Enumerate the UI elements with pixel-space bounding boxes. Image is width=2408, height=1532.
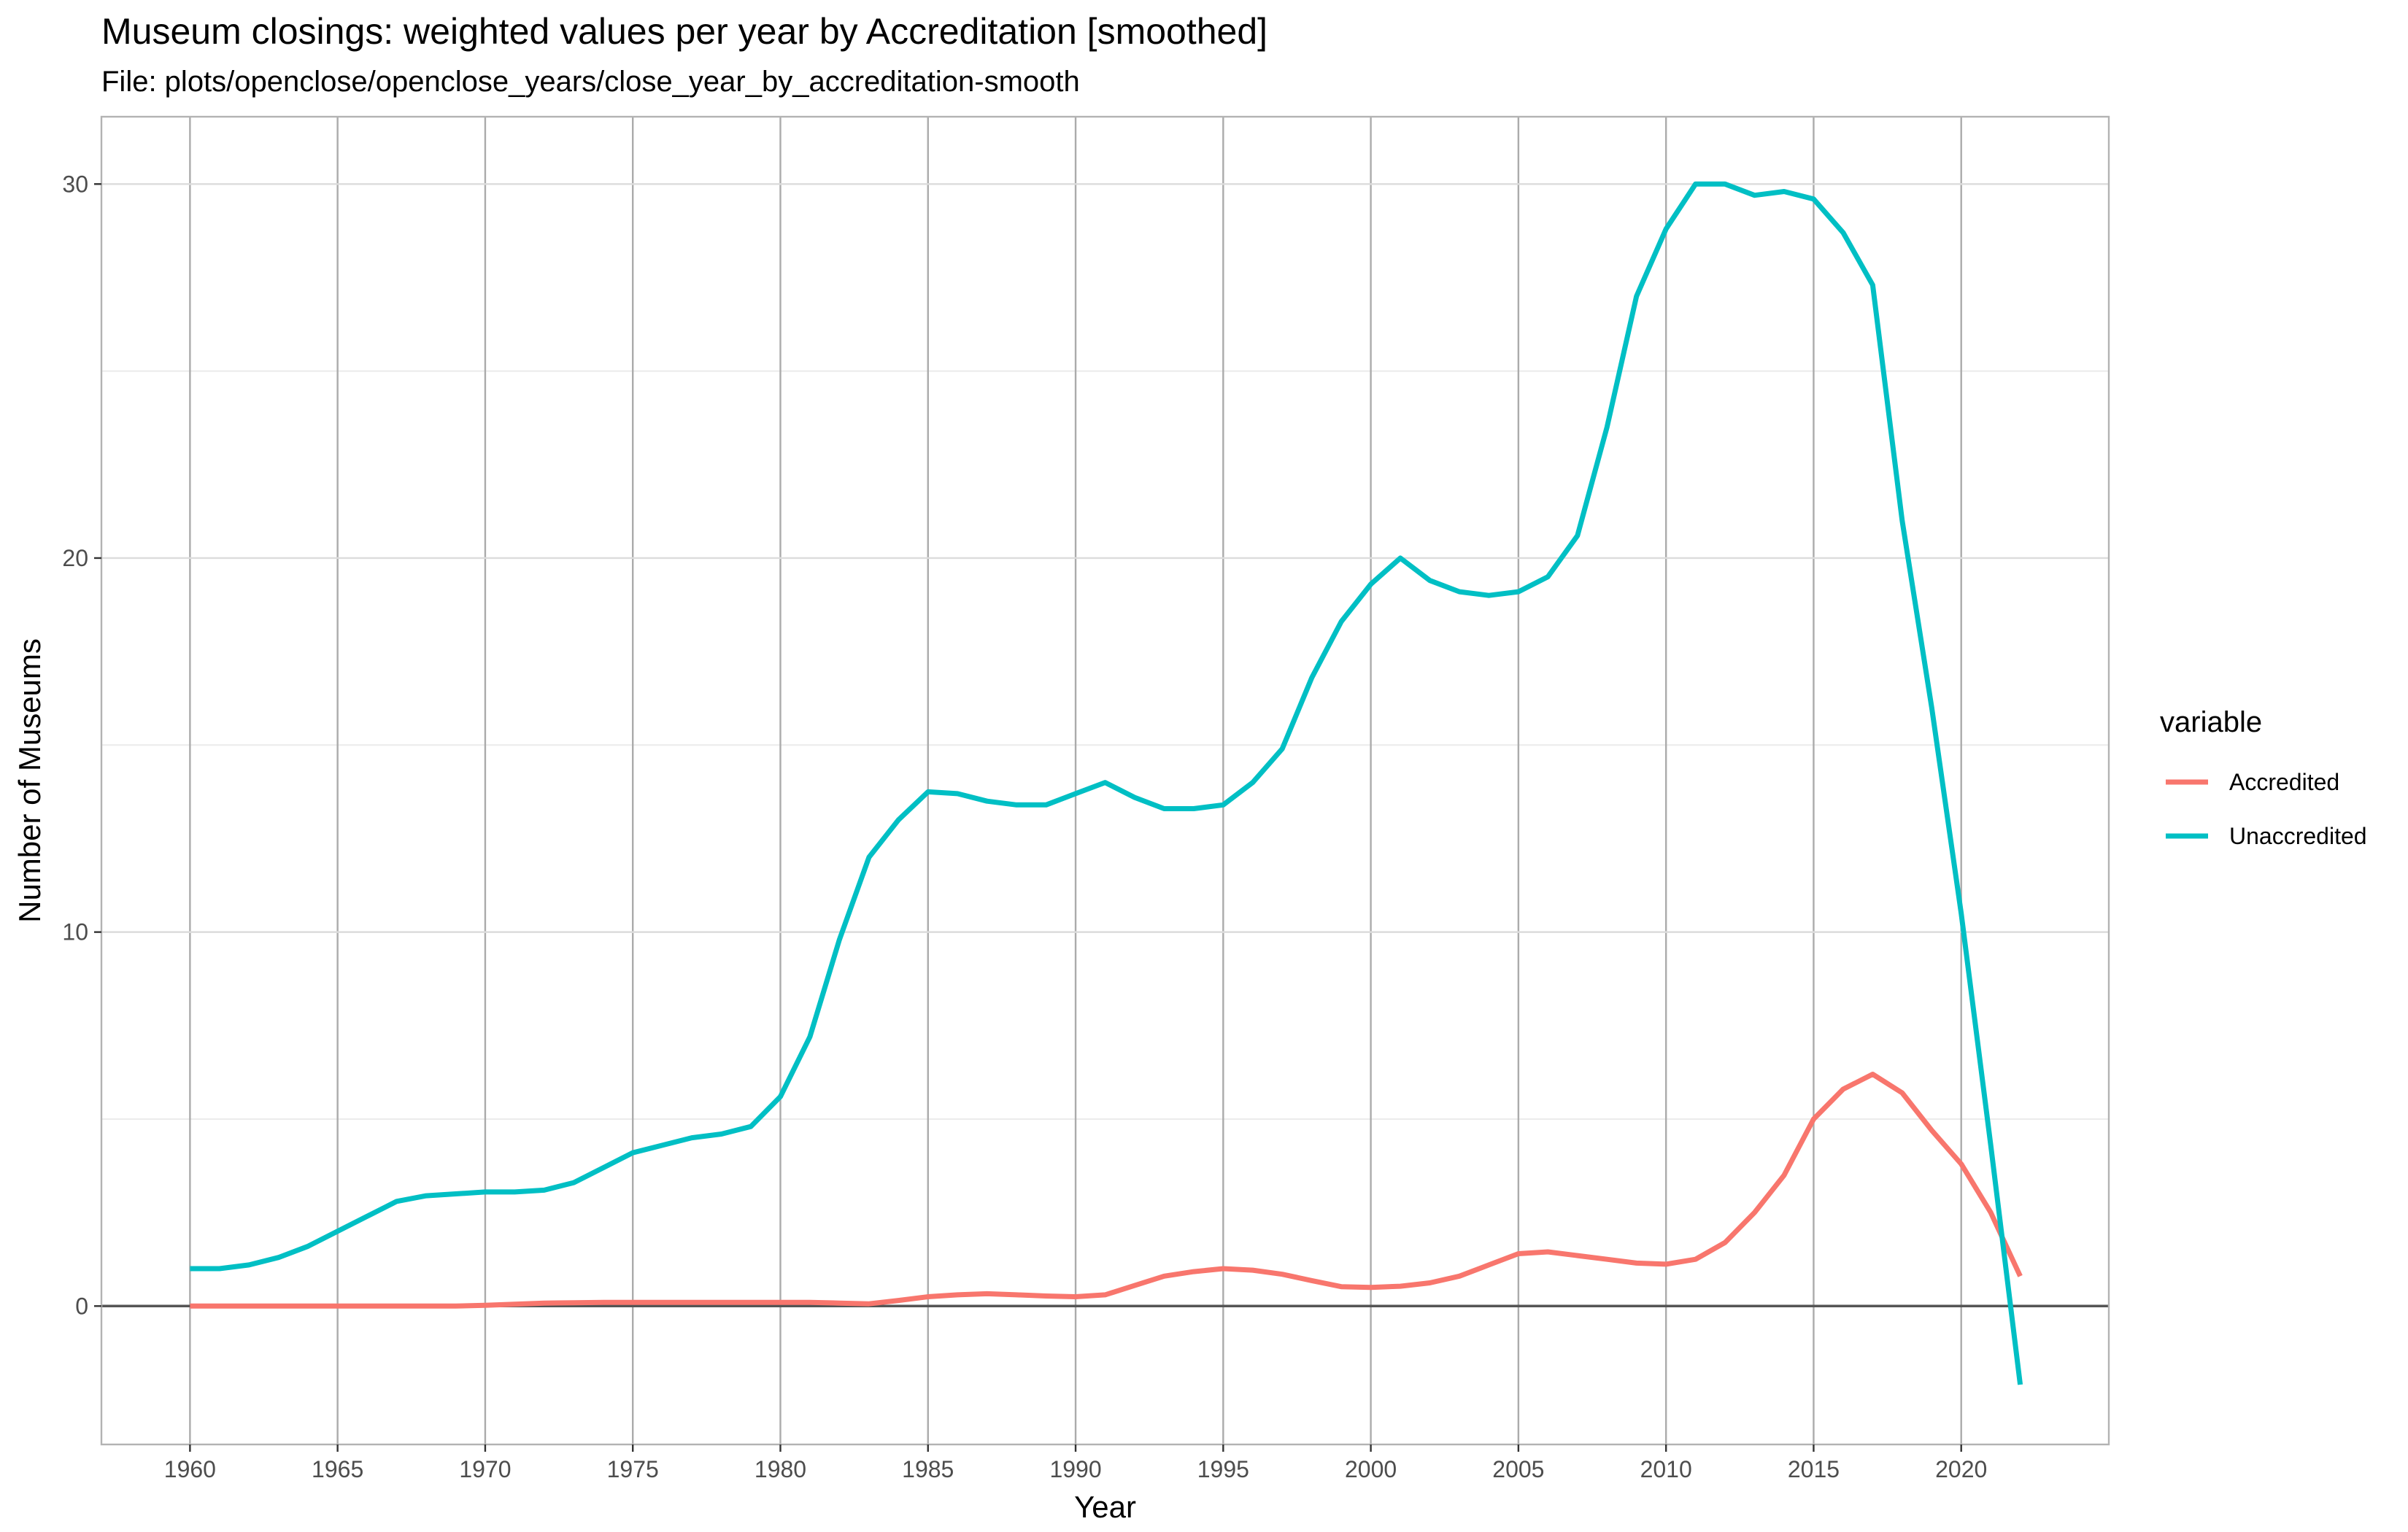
x-tick-label: 2015 (1788, 1456, 1840, 1482)
x-tick-label: 1965 (312, 1456, 363, 1482)
x-tick-label: 1990 (1049, 1456, 1101, 1482)
series-line-accredited (190, 1072, 2023, 1309)
y-axis-title: Number of Museums (12, 638, 47, 923)
x-tick-label: 2005 (1492, 1456, 1544, 1482)
legend-label-accredited: Accredited (2229, 769, 2339, 795)
x-tick-label: 2010 (1640, 1456, 1692, 1482)
x-tick-label: 1970 (459, 1456, 511, 1482)
y-axis-ticks: 0 10 20 30 (62, 171, 101, 1319)
y-tick-label: 0 (75, 1293, 88, 1319)
legend-item-accredited: Accredited (2166, 769, 2339, 795)
y-tick-label: 10 (62, 919, 88, 945)
x-axis-ticks: 1960 1965 1970 1975 1980 1985 1990 1995 2000 2005… (164, 1444, 1987, 1482)
legend-item-unaccredited: Unaccredited (2166, 823, 2367, 849)
x-tick-label: 1975 (607, 1456, 659, 1482)
x-tick-label: 2020 (1935, 1456, 1987, 1482)
x-tick-label: 1960 (164, 1456, 216, 1482)
legend: variable Accredited Unaccredited (2160, 706, 2367, 849)
x-axis-title: Year (1074, 1490, 1136, 1524)
x-tick-label: 1995 (1197, 1456, 1249, 1482)
y-tick-label: 30 (62, 171, 88, 197)
series-line-unaccredited (190, 181, 2023, 1385)
x-tick-label: 1980 (755, 1456, 806, 1482)
x-tick-label: 1985 (902, 1456, 954, 1482)
plot-panel-border (100, 115, 2110, 1446)
minor-gridlines (101, 370, 2109, 1120)
major-gridlines (101, 117, 2109, 1444)
chart-title: Museum closings: weighted values per yea… (101, 11, 1268, 52)
chart-subtitle: File: plots/openclose/openclose_years/cl… (101, 66, 1080, 98)
x-tick-label: 2000 (1345, 1456, 1397, 1482)
y-tick-label: 20 (62, 545, 88, 571)
series-lines (190, 181, 2023, 1385)
legend-title: variable (2160, 706, 2262, 738)
legend-label-unaccredited: Unaccredited (2229, 823, 2367, 849)
